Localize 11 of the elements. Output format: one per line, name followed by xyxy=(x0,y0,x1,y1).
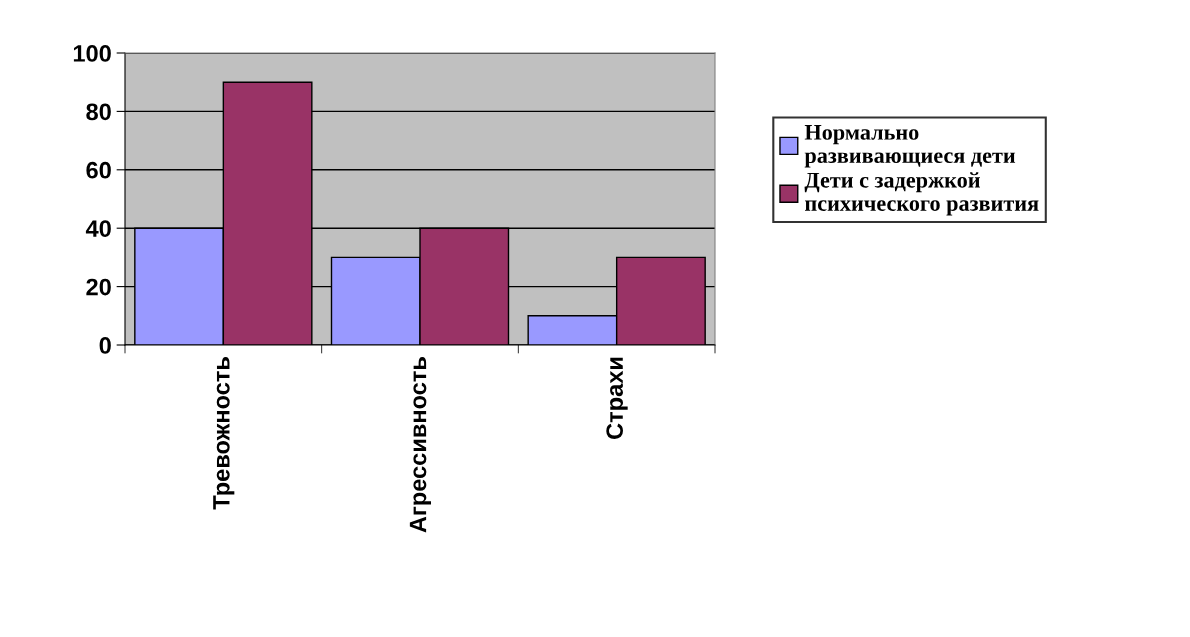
x-tick-label: Страхи xyxy=(606,357,628,439)
y-tick-label: 100 xyxy=(73,45,111,62)
legend-label: Нормально развивающиеся дети xyxy=(804,125,1016,168)
x-tick-label: Агрессивность xyxy=(409,357,431,533)
y-tick-label: 0 xyxy=(99,337,111,354)
y-tick-label: 40 xyxy=(85,220,111,237)
y-tick-label: 80 xyxy=(86,103,111,121)
legend-label: Дети с задержкой психического развития xyxy=(804,172,1039,216)
x-tick-label: Тревожность xyxy=(213,357,235,510)
y-tick-label: 20 xyxy=(86,278,111,296)
y-tick-label: 60 xyxy=(86,161,111,179)
